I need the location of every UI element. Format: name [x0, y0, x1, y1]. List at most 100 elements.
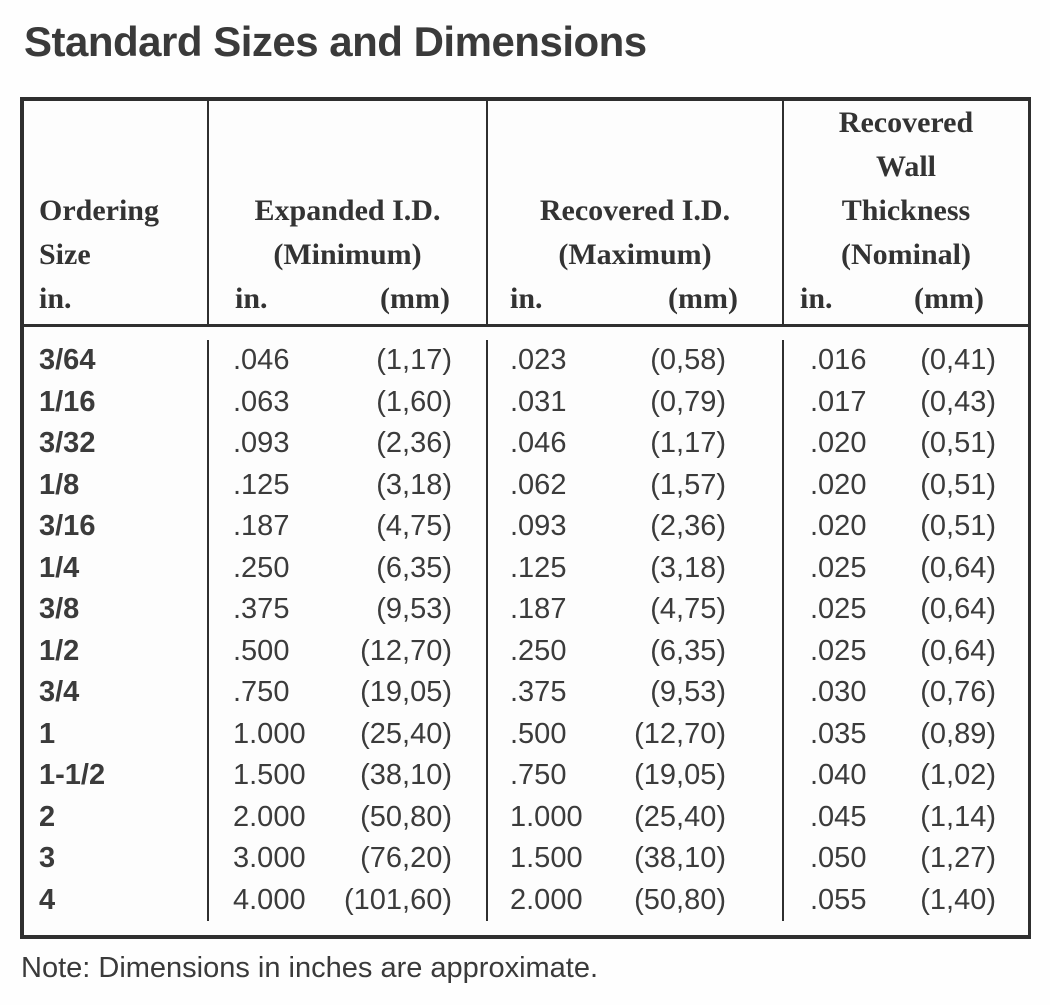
in-value: .125 — [233, 468, 290, 501]
in-value: .025 — [810, 593, 867, 625]
mm-value: (1,27) — [920, 842, 996, 874]
header-expanded-id: Expanded I.D. (Minimum) in. (mm) — [209, 101, 488, 325]
in-value: .046 — [510, 427, 567, 459]
mm-value: (1,40) — [920, 883, 996, 916]
wall-thickness-cell: .020 (0,51) — [784, 423, 1028, 465]
header-units-row: in. (mm) — [488, 277, 782, 321]
in-value: .020 — [810, 510, 867, 542]
in-value: 3.000 — [233, 842, 306, 874]
in-value: .035 — [810, 717, 867, 750]
mm-value: (25,40) — [360, 717, 452, 750]
ordering-size-value: 1/8 — [24, 464, 209, 506]
header-line: Recovered — [838, 106, 974, 139]
mm-value: (76,20) — [360, 842, 452, 874]
recovered-id-cell: .062 (1,57) — [488, 464, 784, 506]
in-value: .250 — [233, 551, 290, 584]
in-value: 1.000 — [233, 717, 306, 750]
wall-thickness-cell: .035 (0,89) — [784, 714, 1028, 756]
in-value: .030 — [810, 676, 867, 708]
in-value: .016 — [810, 344, 867, 376]
in-value: .063 — [233, 385, 290, 418]
mm-value: (0,76) — [920, 676, 996, 708]
header-line: (Maximum) — [558, 238, 712, 271]
wall-thickness-cell: .016 (0,41) — [784, 340, 1028, 382]
in-value: .017 — [810, 385, 867, 418]
mm-value: (1,57) — [650, 468, 726, 501]
in-value: 4.000 — [233, 883, 306, 916]
header-line: (Nominal) — [841, 238, 971, 271]
header-units-row: in. (mm) — [209, 277, 486, 321]
mm-value: (6,35) — [650, 634, 726, 667]
table-row: 1-1/2 1.500 (38,10) .750 (19,05) .040 (1,02… — [24, 755, 1028, 797]
recovered-id-cell: .031 (0,79) — [488, 381, 784, 423]
recovered-id-cell: .750 (19,05) — [488, 755, 784, 797]
mm-value: (1,17) — [650, 427, 726, 459]
recovered-id-cell: .023 (0,58) — [488, 340, 784, 382]
in-value: 1.500 — [510, 842, 583, 874]
mm-value: (4,75) — [650, 593, 726, 625]
in-value: .375 — [233, 593, 290, 625]
ordering-size-value: 1-1/2 — [24, 755, 209, 797]
wall-thickness-cell: .025 (0,64) — [784, 548, 1028, 590]
mm-value: (0,51) — [920, 468, 996, 501]
in-value: .500 — [233, 634, 290, 667]
sizes-table: Ordering Size in. Expanded I.D. (Minimum… — [20, 97, 1031, 939]
table-row: 1/8 .125 (3,18) .062 (1,57) .020 (0,51) — [24, 464, 1028, 506]
mm-value: (1,14) — [920, 800, 996, 833]
wall-thickness-cell: .017 (0,43) — [784, 382, 1028, 424]
recovered-id-cell: .187 (4,75) — [488, 589, 784, 631]
ordering-size-value: 1 — [24, 713, 209, 755]
table-header-row: Ordering Size in. Expanded I.D. (Minimum… — [24, 101, 1028, 327]
unit-mm-label: (mm) — [668, 282, 738, 315]
unit-in-label: in. — [235, 282, 268, 315]
ordering-size-value: 1/4 — [24, 547, 209, 589]
ordering-size-value: 2 — [24, 796, 209, 838]
header-wall-thickness: Recovered Wall Thickness (Nominal) in. (… — [784, 101, 1028, 325]
in-value: 1.000 — [510, 800, 583, 833]
expanded-id-cell: 4.000 (101,60) — [209, 879, 488, 921]
footnote: Note: Dimensions in inches are approxima… — [21, 952, 599, 984]
in-value: .093 — [510, 510, 567, 542]
expanded-id-cell: .750 (19,05) — [209, 672, 488, 714]
table-body: 3/64 .046 (1,17) .023 (0,58) .016 (0,41) 1/… — [24, 327, 1028, 935]
mm-value: (9,53) — [650, 676, 726, 708]
ordering-size-value: 3/16 — [24, 506, 209, 548]
expanded-id-cell: .046 (1,17) — [209, 340, 488, 382]
in-value: .045 — [810, 800, 867, 833]
recovered-id-cell: .500 (12,70) — [488, 713, 784, 755]
mm-value: (38,10) — [634, 842, 726, 874]
expanded-id-cell: 2.000 (50,80) — [209, 796, 488, 838]
in-value: .375 — [510, 676, 567, 708]
unit-in-label: in. — [800, 282, 833, 315]
mm-value: (0,64) — [920, 551, 996, 584]
ordering-size-value: 3/32 — [24, 423, 209, 465]
mm-value: (38,10) — [360, 759, 452, 791]
header-recovered-id: Recovered I.D. (Maximum) in. (mm) — [488, 101, 784, 325]
expanded-id-cell: .500 (12,70) — [209, 630, 488, 672]
wall-thickness-cell: .040 (1,02) — [784, 755, 1028, 797]
wall-thickness-cell: .050 (1,27) — [784, 838, 1028, 880]
in-value: .250 — [510, 634, 567, 667]
in-value: .187 — [233, 510, 290, 542]
header-line: in. — [39, 282, 72, 315]
mm-value: (1,17) — [376, 344, 452, 376]
header-line: Thickness — [841, 194, 971, 227]
unit-mm-label: (mm) — [914, 282, 984, 315]
table-row: 2 2.000 (50,80) 1.000 (25,40) .045 (1,14) — [24, 796, 1028, 838]
table-row: 3/8 .375 (9,53) .187 (4,75) .025 (0,64) — [24, 589, 1028, 631]
recovered-id-cell: 1.500 (38,10) — [488, 838, 784, 880]
mm-value: (0,51) — [920, 510, 996, 542]
table-row: 3 3.000 (76,20) 1.500 (38,10) .050 (1,27) — [24, 838, 1028, 880]
mm-value: (3,18) — [376, 468, 452, 501]
expanded-id-cell: .125 (3,18) — [209, 464, 488, 506]
header-line: Ordering — [39, 194, 159, 227]
mm-value: (1,60) — [376, 385, 452, 418]
unit-in-label: in. — [510, 282, 543, 315]
ordering-size-value: 3/4 — [24, 672, 209, 714]
unit-mm-label: (mm) — [380, 282, 450, 315]
in-value: .046 — [233, 344, 290, 376]
header-line: Recovered I.D. — [539, 194, 731, 227]
expanded-id-cell: 1.000 (25,40) — [209, 713, 488, 755]
header-ordering-size: Ordering Size in. — [24, 101, 209, 325]
